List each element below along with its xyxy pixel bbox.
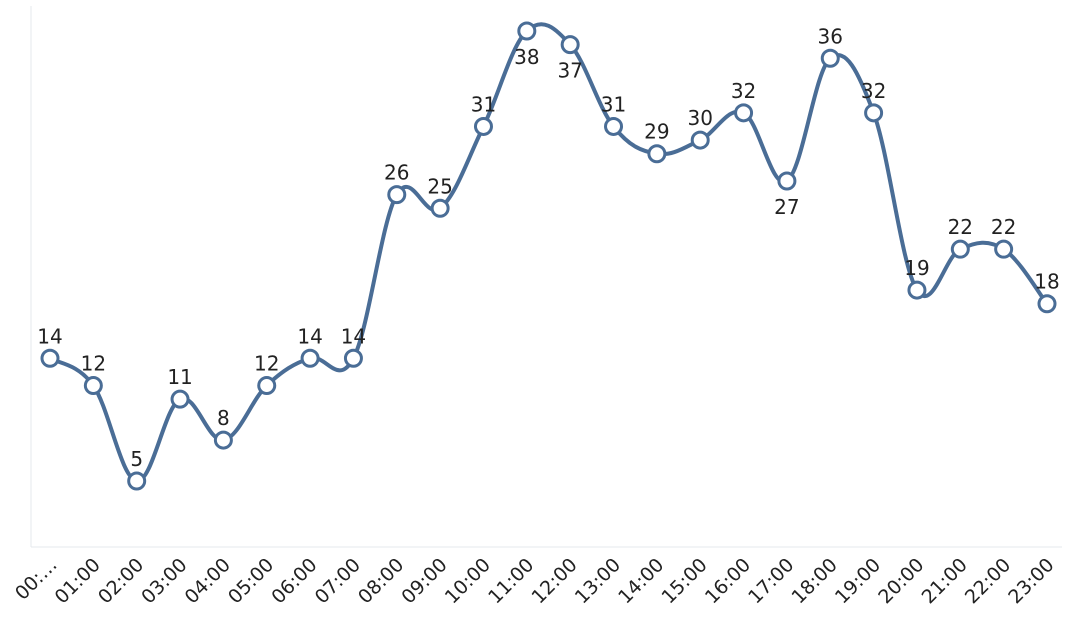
x-tick-label: 06:00	[267, 554, 321, 608]
data-point[interactable]	[777, 171, 797, 191]
x-tick-labels: 00:…01:0002:0003:0004:0005:0006:0007:000…	[11, 554, 1059, 608]
data-label: 14	[37, 324, 62, 348]
data-label: 32	[861, 79, 886, 103]
x-tick-label: 12:00	[527, 554, 581, 608]
series-line	[48, 22, 1049, 483]
x-tick-label: 08:00	[354, 554, 408, 608]
data-point[interactable]	[517, 21, 537, 41]
data-label: 27	[774, 195, 799, 219]
data-label: 22	[991, 215, 1016, 239]
data-point[interactable]	[604, 116, 624, 136]
data-label: 18	[1034, 270, 1059, 294]
x-tick-label: 15:00	[657, 554, 711, 608]
data-point[interactable]	[864, 103, 884, 123]
x-tick-label: 13:00	[571, 554, 625, 608]
x-tick-label: 02:00	[94, 554, 148, 608]
x-tick-label: 20:00	[874, 554, 928, 608]
x-tick-label: 21:00	[918, 554, 972, 608]
series-line-group	[48, 22, 1049, 483]
data-point[interactable]	[343, 348, 363, 368]
x-tick-label: 07:00	[311, 554, 365, 608]
data-label: 25	[427, 174, 452, 198]
data-point[interactable]	[560, 35, 580, 55]
x-tick-label: 03:00	[137, 554, 191, 608]
data-point[interactable]	[820, 48, 840, 68]
data-point[interactable]	[690, 130, 710, 150]
data-label: 11	[167, 365, 192, 389]
x-tick-label: 22:00	[961, 554, 1015, 608]
data-label: 12	[81, 352, 106, 376]
data-label: 26	[384, 161, 409, 185]
data-label: 36	[818, 24, 843, 48]
data-point[interactable]	[300, 348, 320, 368]
data-label: 29	[644, 120, 669, 144]
data-point[interactable]	[40, 348, 60, 368]
data-point[interactable]	[950, 239, 970, 259]
data-label: 14	[341, 324, 366, 348]
data-label: 8	[217, 406, 230, 430]
x-tick-label: 19:00	[831, 554, 885, 608]
x-tick-label: 23:00	[1004, 554, 1058, 608]
data-point[interactable]	[907, 280, 927, 300]
data-label: 38	[514, 45, 539, 69]
data-point[interactable]	[734, 103, 754, 123]
data-label: 37	[557, 59, 582, 83]
data-labels: 14 12 5 11 8 12 14 14 26 25 31 38 37 31 29 30 32 27 36 32 19…	[37, 24, 1059, 471]
data-label: 5	[130, 447, 143, 471]
data-label: 12	[254, 352, 279, 376]
x-tick-label: 01:00	[51, 554, 105, 608]
data-markers	[40, 21, 1057, 491]
data-point[interactable]	[213, 430, 233, 450]
x-tick-label: 17:00	[744, 554, 798, 608]
data-label: 31	[601, 92, 626, 116]
data-point[interactable]	[994, 239, 1014, 259]
data-label: 14	[297, 324, 322, 348]
x-tick-label: 10:00	[441, 554, 495, 608]
data-point[interactable]	[170, 389, 190, 409]
data-label: 19	[904, 256, 929, 280]
data-label: 22	[948, 215, 973, 239]
axes	[30, 6, 1062, 548]
x-tick-label: 11:00	[484, 554, 538, 608]
x-tick-label: 04:00	[181, 554, 235, 608]
data-point[interactable]	[1037, 294, 1057, 314]
data-point[interactable]	[473, 116, 493, 136]
data-label: 31	[471, 92, 496, 116]
x-tick-label: 18:00	[788, 554, 842, 608]
x-tick-label: 05:00	[224, 554, 278, 608]
x-tick-label: 14:00	[614, 554, 668, 608]
data-point[interactable]	[387, 185, 407, 205]
data-point[interactable]	[430, 198, 450, 218]
data-label: 30	[687, 106, 712, 130]
data-point[interactable]	[257, 376, 277, 396]
data-point[interactable]	[127, 471, 147, 491]
data-label: 32	[731, 79, 756, 103]
data-point[interactable]	[647, 144, 667, 164]
data-point[interactable]	[83, 376, 103, 396]
x-tick-label: 09:00	[397, 554, 451, 608]
x-tick-label: 16:00	[701, 554, 755, 608]
